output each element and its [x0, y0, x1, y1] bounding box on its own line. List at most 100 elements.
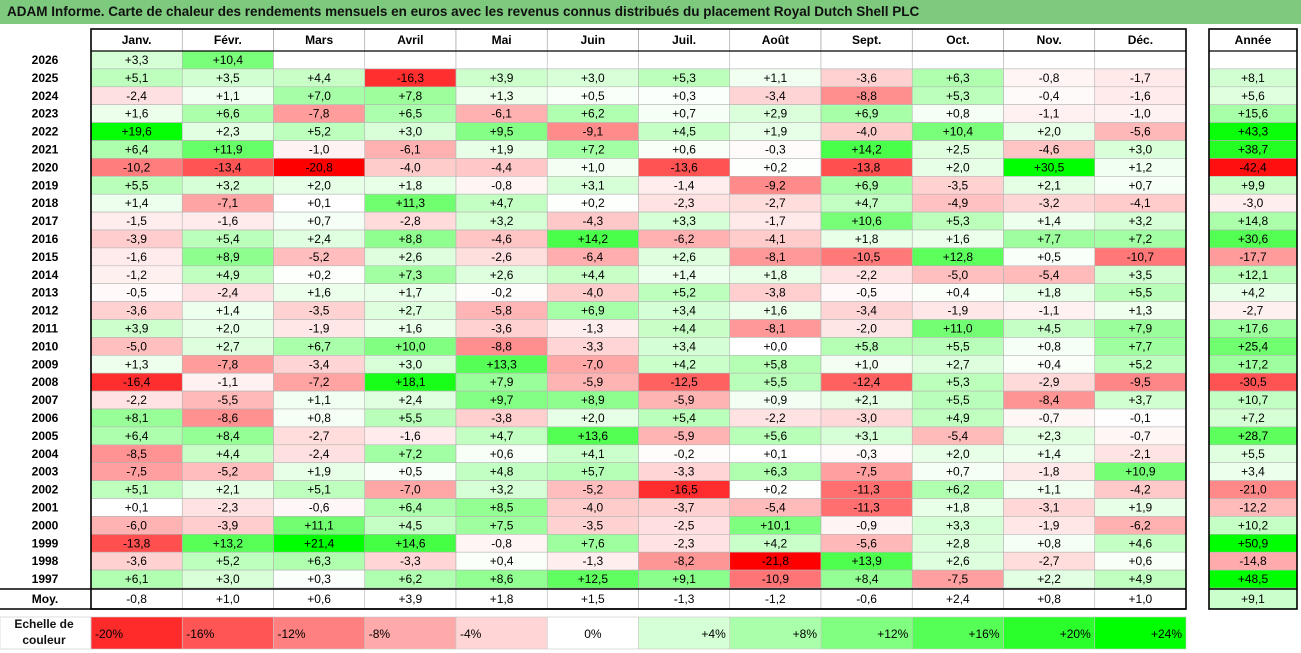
heatmap-cell-value: +5,3 — [946, 89, 970, 103]
heatmap-cell-value: +30,5 — [1034, 160, 1065, 174]
heatmap-cell-value: +5,2 — [1129, 357, 1153, 371]
color-scale-label-box — [0, 616, 92, 650]
color-scale-swatch — [546, 616, 639, 650]
heatmap-cell-value: +2,0 — [581, 411, 605, 425]
heatmap-cell-value: -20,8 — [305, 160, 333, 174]
heatmap-cell-value: +3,3 — [672, 214, 696, 228]
heatmap-cell-value: -5,0 — [126, 339, 147, 353]
heatmap-cell-value: -4,0 — [583, 501, 604, 515]
heatmap-cell-value: +4,5 — [399, 518, 423, 532]
average-cell-value: +1,8 — [490, 592, 514, 606]
heatmap-cell-value: -3,9 — [218, 518, 239, 532]
heatmap-cell-value: +3,2 — [490, 214, 514, 228]
heatmap-cell-value: -16,4 — [123, 375, 151, 389]
heatmap-cell-value: +1,7 — [399, 286, 423, 300]
heatmap-cell-value: -1,8 — [1039, 465, 1060, 479]
heatmap-cell-value: -0,8 — [491, 178, 512, 192]
heatmap-cell-value: +0,5 — [399, 465, 423, 479]
heatmap-cell-value: +4,4 — [307, 71, 331, 85]
heatmap-cell-value: +0,5 — [1037, 250, 1061, 264]
color-scale-step-label: +4% — [701, 627, 726, 641]
heatmap-cell-value: -8,1 — [765, 322, 786, 336]
heatmap-cell-value: -10,7 — [1127, 250, 1155, 264]
heatmap-cell-value: +10,1 — [760, 518, 791, 532]
annual-cell-value: -2,7 — [1243, 304, 1264, 318]
heatmap-cell-value: -4,9 — [948, 196, 969, 210]
heatmap-cell-value: -2,3 — [674, 536, 695, 550]
heatmap-cell-value: -2,5 — [674, 518, 695, 532]
annual-cell-value: -42,4 — [1239, 160, 1267, 174]
heatmap-cell-value: +2,7 — [946, 357, 970, 371]
row-year-label: 2017 — [32, 214, 59, 228]
heatmap-cell-value: -7,0 — [583, 357, 604, 371]
month-header-label: Janv. — [122, 33, 152, 47]
heatmap-cell-value: +6,2 — [946, 483, 970, 497]
row-year-label: 2022 — [32, 125, 59, 139]
heatmap-cell — [729, 50, 822, 70]
heatmap-cell-value: +7,2 — [581, 143, 605, 157]
heatmap-cell-value: +3,5 — [216, 71, 240, 85]
heatmap-cell-value: -7,0 — [400, 483, 421, 497]
heatmap-cell-value: -7,2 — [309, 375, 330, 389]
month-header-label: Juin — [581, 33, 606, 47]
heatmap-cell — [911, 50, 1004, 70]
heatmap-cell-value: -3,6 — [126, 304, 147, 318]
heatmap-cell-value: -8,1 — [765, 250, 786, 264]
annual-cell-value: +4,2 — [1241, 286, 1265, 300]
heatmap-cell-value: +1,9 — [490, 143, 514, 157]
annual-cell-value: +25,4 — [1238, 339, 1269, 353]
heatmap-cell-value: -1,6 — [218, 214, 239, 228]
heatmap-cell-value: +5,3 — [672, 71, 696, 85]
heatmap-cell-value: -1,1 — [1039, 107, 1060, 121]
heatmap-cell-value: +1,4 — [125, 196, 149, 210]
heatmap-cell-value: +3,7 — [1129, 393, 1153, 407]
heatmap-cell-value: +0,8 — [946, 107, 970, 121]
month-header-label: Oct. — [946, 33, 969, 47]
heatmap-cell-value: +4,4 — [581, 268, 605, 282]
heatmap-cell-value: +14,6 — [395, 536, 426, 550]
heatmap-cell-value: -3,8 — [491, 411, 512, 425]
average-cell-value: -0,8 — [126, 592, 147, 606]
heatmap-cell-value: +1,6 — [946, 232, 970, 246]
heatmap-cell-value: +2,1 — [855, 393, 879, 407]
heatmap-cell-value: +7,5 — [490, 518, 514, 532]
heatmap-cell-value: +9,1 — [672, 572, 696, 586]
heatmap-cell-value: -4,0 — [400, 160, 421, 174]
heatmap-cell-value: +3,0 — [216, 572, 240, 586]
heatmap-cell-value: -7,1 — [218, 196, 239, 210]
average-row-label: Moy. — [32, 592, 58, 606]
heatmap-cell-value: -4,1 — [765, 232, 786, 246]
heatmap-cell-value: +0,4 — [946, 286, 970, 300]
heatmap-cell-value: -5,9 — [674, 429, 695, 443]
heatmap-cell-value: +0,5 — [581, 89, 605, 103]
heatmap-cell-value: -0,9 — [856, 518, 877, 532]
heatmap-cell-value: -0,7 — [1130, 429, 1151, 443]
month-header-label: Juil. — [672, 33, 696, 47]
row-year-label: 2004 — [32, 447, 59, 461]
heatmap-cell-value: -4,4 — [491, 160, 512, 174]
heatmap-cell-value: -2,2 — [856, 268, 877, 282]
heatmap-cell-value: +2,1 — [216, 483, 240, 497]
heatmap-cell-value: +1,8 — [399, 178, 423, 192]
heatmap-cell-value: +7,9 — [1129, 322, 1153, 336]
heatmap-cell-value: +4,5 — [672, 125, 696, 139]
heatmap-cell-value: -7,8 — [309, 107, 330, 121]
heatmap-cell-value: +12,8 — [943, 250, 974, 264]
annual-cell-value: +10,7 — [1238, 393, 1269, 407]
heatmap-cell-value: +0,1 — [764, 447, 788, 461]
year-header-label: Année — [1235, 33, 1272, 47]
color-scale-swatch — [911, 616, 1004, 650]
heatmap-cell-value: -1,6 — [1130, 89, 1151, 103]
heatmap-cell-value: +0,8 — [1037, 536, 1061, 550]
heatmap-cell-value: -6,2 — [674, 232, 695, 246]
heatmap-cell-value: +3,3 — [125, 53, 149, 67]
heatmap-cell-value: +0,7 — [672, 107, 696, 121]
heatmap-cell-value: -3,8 — [765, 286, 786, 300]
heatmap-cell-value: -2,4 — [309, 447, 330, 461]
color-scale-swatch — [820, 616, 913, 650]
month-header-label: Mars — [305, 33, 333, 47]
heatmap-cell-value: -2,7 — [765, 196, 786, 210]
heatmap-cell-value: +1,0 — [581, 160, 605, 174]
heatmap-cell-value: -21,8 — [762, 554, 790, 568]
